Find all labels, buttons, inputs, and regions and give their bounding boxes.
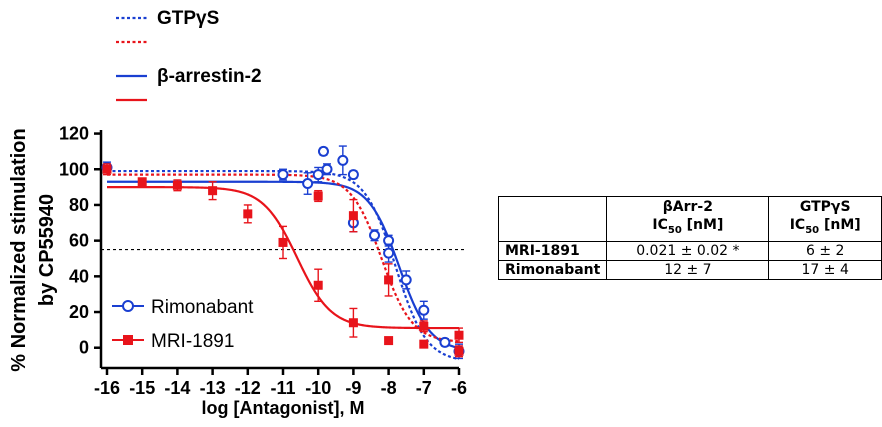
data-point	[419, 339, 429, 349]
data-point	[313, 191, 323, 201]
table-row-label: MRI-1891	[497, 240, 608, 261]
data-point	[313, 280, 323, 290]
data-point	[369, 229, 381, 241]
data-point	[172, 180, 182, 190]
table-cell: 0.021 ± 0.02 *	[606, 240, 770, 261]
x-tick-label: -16	[94, 378, 120, 398]
series-legend: Rimonabant MRI-1891	[112, 297, 254, 352]
data-point	[317, 145, 329, 157]
fit-legend-label: β-arrestin-2	[157, 66, 262, 87]
header-barr2-unit: IC50 [nM]	[652, 217, 724, 236]
y-axis-title-line1: % Normalized stimulation	[8, 128, 30, 371]
data-point	[243, 209, 253, 219]
data-point	[384, 336, 394, 346]
legend-marker	[122, 300, 134, 312]
data-point	[454, 346, 464, 356]
table-cell: 12 ± 7	[606, 259, 770, 280]
data-point	[277, 169, 289, 181]
x-tick-label: -7	[416, 378, 432, 398]
data-point	[348, 211, 358, 221]
table-corner-cell	[497, 196, 608, 242]
data-point	[312, 169, 324, 181]
data-point	[347, 169, 359, 181]
table-header-barr2: βArr-2 IC50 [nM]	[606, 196, 770, 242]
data-point	[439, 336, 451, 348]
data-point	[454, 330, 464, 340]
fit-curve	[107, 180, 460, 350]
table-header-gtpgs: GTPγS IC50 [nM]	[768, 196, 882, 242]
x-tick-label: -12	[235, 378, 261, 398]
y-axis-title-line2: by CP55940	[36, 194, 58, 306]
y-tick-label: 80	[69, 195, 89, 215]
x-tick-label: -10	[305, 378, 331, 398]
table-header-row: βArr-2 IC50 [nM] GTPγS IC50 [nM]	[497, 196, 882, 242]
x-tick-label: -8	[381, 378, 397, 398]
y-tick-label: 40	[69, 266, 89, 286]
axes: 0 20 40 60 80 100 120 -16 -15 -14 -13 -12 -11 -10 -9 -8…	[59, 124, 467, 398]
data-point	[348, 318, 358, 328]
x-tick-label: -13	[200, 378, 226, 398]
y-tick-label: 100	[59, 159, 89, 179]
table-cell: 6 ± 2	[768, 240, 882, 261]
x-axis-label: log [Antagonist], M	[202, 398, 365, 418]
data-point	[302, 178, 314, 190]
table-row: Rimonabant 12 ± 7 17 ± 4	[497, 259, 882, 280]
table-cell: 17 ± 4	[768, 259, 882, 280]
legend-label: MRI-1891	[151, 331, 234, 352]
legend-label: Rimonabant	[151, 297, 254, 318]
x-tick-label: -9	[345, 378, 361, 398]
data-point	[137, 177, 147, 187]
data-point	[208, 186, 218, 196]
table-row-label: Rimonabant	[497, 259, 608, 280]
fit-legend: GTPγS β-arrestin-2	[116, 8, 262, 102]
y-tick-label: 120	[59, 124, 89, 144]
table-row: MRI-1891 0.021 ± 0.02 * 6 ± 2	[497, 240, 882, 261]
data-point	[321, 163, 333, 175]
header-gtpgs-title: GTPγS	[799, 199, 851, 215]
data-point	[418, 304, 430, 316]
data-point	[384, 275, 394, 285]
x-tick-label: -14	[164, 378, 190, 398]
y-axis-label: % Normalized stimulation by CP55940	[8, 128, 58, 371]
x-tick-label: -11	[270, 378, 295, 398]
x-tick-label: -15	[129, 378, 155, 398]
ic50-table: βArr-2 IC50 [nM] GTPγS IC50 [nM] MRI-189…	[497, 196, 882, 280]
data-point	[337, 154, 349, 166]
y-tick-label: 60	[69, 231, 89, 251]
legend-marker	[123, 335, 133, 345]
y-tick-label: 20	[69, 302, 89, 322]
data-point	[102, 164, 112, 174]
data-point	[278, 237, 288, 247]
data-point	[400, 274, 412, 286]
data-points	[101, 145, 465, 360]
data-point	[419, 321, 429, 331]
data-point	[383, 247, 395, 259]
header-barr2-title: βArr-2	[662, 199, 713, 215]
y-tick-label: 0	[79, 338, 89, 358]
header-gtpgs-unit: IC50 [nM]	[789, 217, 861, 236]
x-tick-label: -6	[451, 378, 467, 398]
x-axis-title: log [Antagonist], M	[202, 398, 365, 418]
fit-legend-label: GTPγS	[157, 8, 219, 29]
